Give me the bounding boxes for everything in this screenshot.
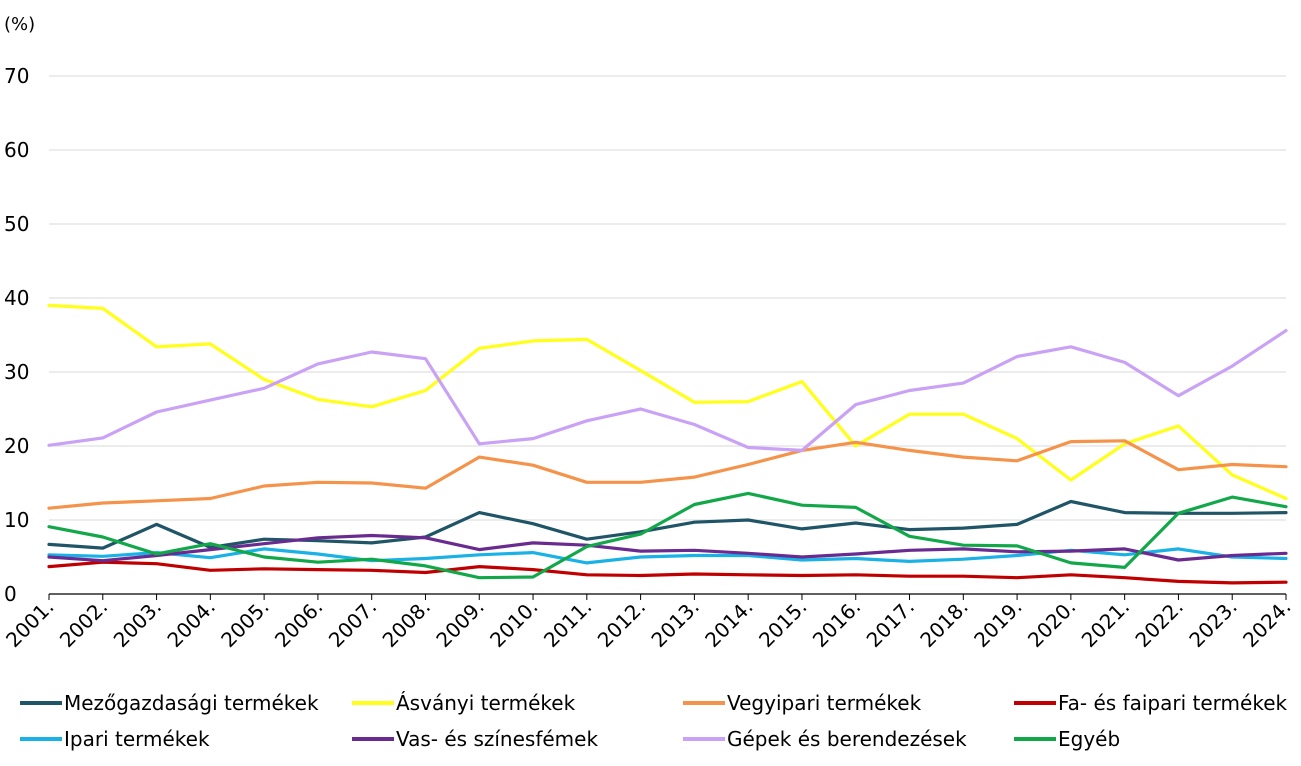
line-chart: (%) 0 10 20 30 40 50 60 70 2001.2002.2003.2004.… (1, 14, 1296, 652)
y-axis-unit-label: (%) (4, 14, 35, 35)
x-tick-label: 2016. (808, 595, 865, 652)
legend-swatch (1014, 737, 1056, 741)
legend-label: Mezőgazdasági termékek (64, 691, 319, 715)
x-tick-label: 2006. (270, 595, 327, 652)
gridlines (49, 75, 1286, 521)
x-tick-label: 2010. (485, 595, 542, 652)
x-tick-label: 2011. (539, 595, 596, 652)
x-tick-label: 2022. (1131, 595, 1188, 652)
series-line (47, 491, 1288, 580)
x-tick-label: 2017. (862, 595, 919, 652)
legend-item: Gépek és berendezések (683, 726, 967, 752)
legend-swatch (20, 737, 62, 741)
series-line (47, 439, 1288, 510)
legend-swatch (20, 701, 62, 705)
x-tick-label: 2009. (431, 595, 488, 652)
x-tick-label: 2007. (324, 595, 381, 652)
legend-swatch (352, 701, 394, 705)
legend-label: Gépek és berendezések (727, 727, 967, 751)
legend-item: Ipari termékek (20, 726, 210, 752)
series-line (47, 560, 1288, 585)
legend-label: Ásványi termékek (396, 691, 576, 715)
x-tick-label: 2018. (915, 595, 972, 652)
y-tick-label: 30 (4, 360, 29, 384)
y-tick-label: 10 (4, 508, 29, 532)
y-axis-ticks: 0 10 20 30 40 50 60 70 (4, 64, 29, 606)
legend-item: Vas- és színesfémek (352, 726, 598, 752)
legend: Mezőgazdasági termékek Ásványi termékek Ve… (0, 690, 1301, 766)
series-line (47, 533, 1288, 563)
x-tick-label: 2013. (646, 595, 703, 652)
x-tick-label: 2008. (378, 595, 435, 652)
series-line (47, 329, 1288, 452)
y-tick-label: 60 (4, 138, 29, 162)
x-tick-label: 2015. (754, 595, 811, 652)
legend-item: Egyéb (1014, 726, 1120, 752)
y-tick-label: 0 (4, 582, 17, 606)
y-tick-label: 20 (4, 434, 29, 458)
legend-item: Vegyipari termékek (683, 690, 921, 716)
legend-item: Fa- és faipari termékek (1014, 690, 1287, 716)
legend-label: Vegyipari termékek (727, 691, 922, 715)
x-tick-label: 2003. (109, 595, 166, 652)
y-tick-label: 50 (4, 212, 29, 236)
y-tick-label: 40 (4, 286, 29, 310)
series-line (47, 499, 1288, 550)
legend-swatch (683, 701, 725, 705)
legend-swatch (352, 737, 394, 741)
x-tick-label: 2023. (1184, 595, 1241, 652)
legend-label: Ipari termékek (64, 727, 210, 751)
x-tick-label: 2020. (1023, 595, 1080, 652)
legend-label: Fa- és faipari termékek (1058, 691, 1288, 715)
series-lines (47, 303, 1288, 585)
legend-label: Egyéb (1058, 727, 1121, 751)
legend-item: Ásványi termékek (352, 690, 575, 716)
x-tick-label: 2024. (1238, 595, 1295, 652)
legend-swatch (683, 737, 725, 741)
y-tick-label: 70 (4, 64, 29, 88)
x-tick-label: 2004. (162, 595, 219, 652)
series-line (47, 303, 1288, 501)
x-axis: 2001.2002.2003.2004.2005.2006.2007.2008.… (1, 593, 1296, 652)
legend-swatch (1014, 701, 1056, 705)
x-tick-label: 2014. (700, 595, 757, 652)
x-tick-label: 2005. (216, 595, 273, 652)
x-tick-label: 2019. (969, 595, 1026, 652)
x-tick-label: 2002. (55, 595, 112, 652)
legend-item: Mezőgazdasági termékek (20, 690, 319, 716)
x-tick-label: 2012. (593, 595, 650, 652)
legend-label: Vas- és színesfémek (396, 727, 599, 751)
x-tick-label: 2021. (1077, 595, 1134, 652)
